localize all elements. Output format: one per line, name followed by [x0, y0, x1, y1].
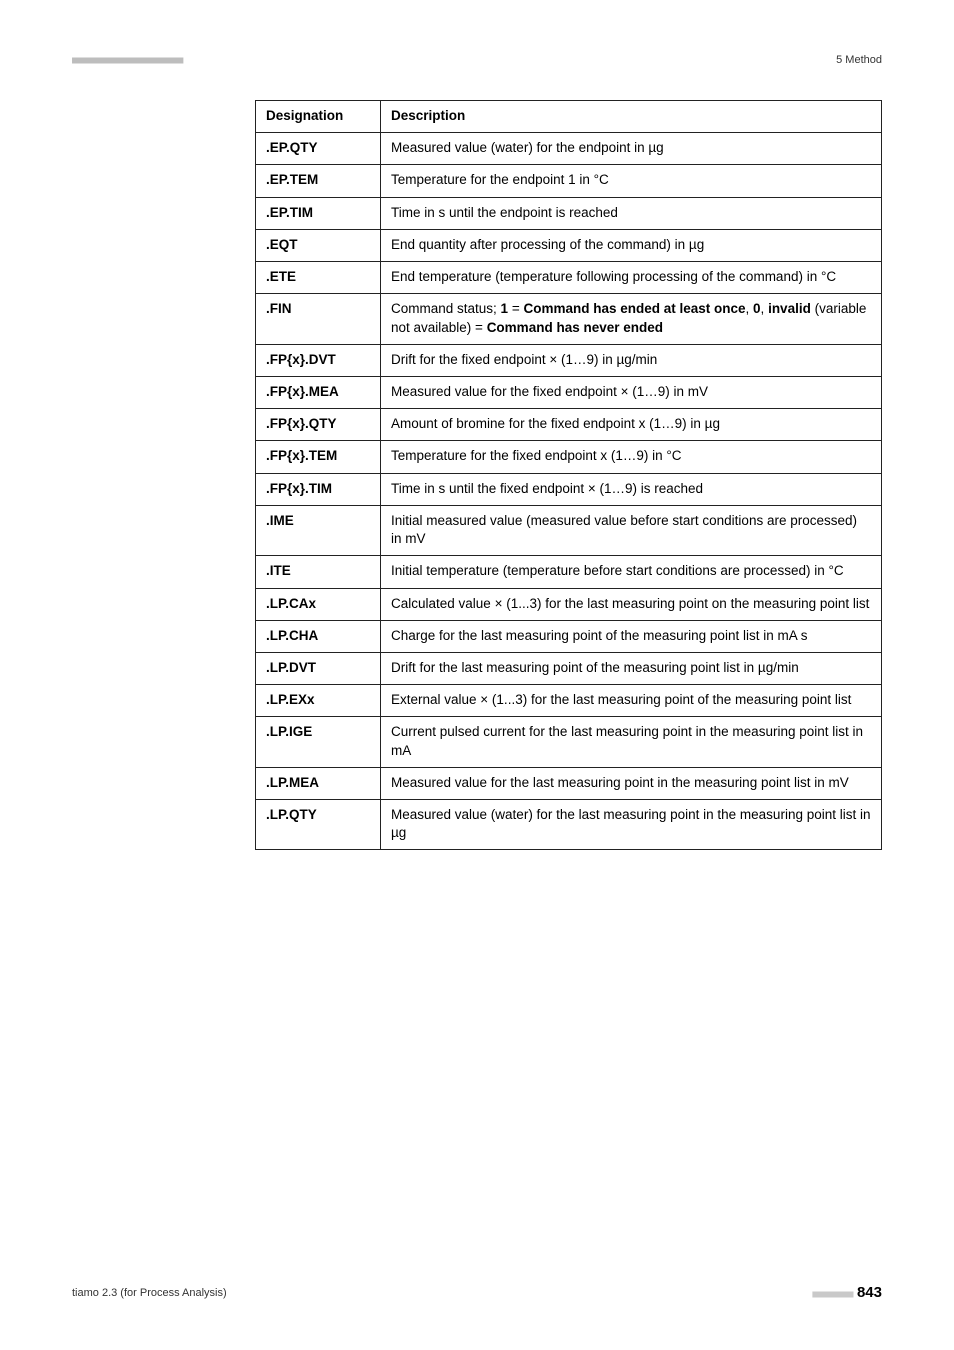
- description-cell: Time in s until the endpoint is reached: [381, 197, 882, 229]
- designation-cell: .ETE: [256, 262, 381, 294]
- designation-cell: .FP{x}.MEA: [256, 376, 381, 408]
- footer-page-number: 843: [857, 1284, 882, 1301]
- table-row: .EP.TIMTime in s until the endpoint is r…: [256, 197, 882, 229]
- designation-cell: .EP.QTY: [256, 133, 381, 165]
- description-cell: Measured value (water) for the endpoint …: [381, 133, 882, 165]
- page-footer: tiamo 2.3 (for Process Analysis) ■■■■■■■…: [0, 1284, 954, 1302]
- designation-cell: .LP.CAx: [256, 588, 381, 620]
- definitions-table: Designation Description .EP.QTYMeasured …: [255, 100, 882, 850]
- table-row: .LP.CAxCalculated value × (1...3) for th…: [256, 588, 882, 620]
- table-row: .LP.EXxExternal value × (1...3) for the …: [256, 685, 882, 717]
- table-row: .LP.DVTDrift for the last measuring poin…: [256, 652, 882, 684]
- page-header: ■■■■■■■■■■■■■■■■■■■■■■ 5 Method: [0, 54, 954, 66]
- description-cell: Amount of bromine for the fixed endpoint…: [381, 409, 882, 441]
- definitions-table-wrap: Designation Description .EP.QTYMeasured …: [255, 100, 882, 850]
- description-cell: Initial measured value (measured value b…: [381, 505, 882, 555]
- designation-cell: .FIN: [256, 294, 381, 344]
- table-row: .FP{x}.DVTDrift for the fixed endpoint ×…: [256, 344, 882, 376]
- designation-cell: .FP{x}.DVT: [256, 344, 381, 376]
- designation-cell: .LP.IGE: [256, 717, 381, 767]
- designation-cell: .FP{x}.TIM: [256, 473, 381, 505]
- table-row: .EP.QTYMeasured value (water) for the en…: [256, 133, 882, 165]
- table-row: .FP{x}.TEMTemperature for the fixed endp…: [256, 441, 882, 473]
- description-cell: Drift for the last measuring point of th…: [381, 652, 882, 684]
- designation-cell: .EP.TEM: [256, 165, 381, 197]
- description-cell: External value × (1...3) for the last me…: [381, 685, 882, 717]
- designation-cell: .EQT: [256, 229, 381, 261]
- designation-cell: .LP.CHA: [256, 620, 381, 652]
- description-cell: Calculated value × (1...3) for the last …: [381, 588, 882, 620]
- designation-cell: .LP.QTY: [256, 800, 381, 850]
- table-row: .LP.CHACharge for the last measuring poi…: [256, 620, 882, 652]
- description-cell: End quantity after processing of the com…: [381, 229, 882, 261]
- table-row: .LP.MEAMeasured value for the last measu…: [256, 767, 882, 799]
- description-cell: Measured value for the fixed endpoint × …: [381, 376, 882, 408]
- description-cell: Charge for the last measuring point of t…: [381, 620, 882, 652]
- designation-cell: .FP{x}.TEM: [256, 441, 381, 473]
- designation-cell: .ITE: [256, 556, 381, 588]
- table-row: .EQTEnd quantity after processing of the…: [256, 229, 882, 261]
- table-row: .FP{x}.TIMTime in s until the fixed endp…: [256, 473, 882, 505]
- col-header-description: Description: [381, 101, 882, 133]
- table-row: .FP{x}.QTYAmount of bromine for the fixe…: [256, 409, 882, 441]
- table-row: .LP.QTYMeasured value (water) for the la…: [256, 800, 882, 850]
- description-cell: Drift for the fixed endpoint × (1…9) in …: [381, 344, 882, 376]
- description-cell: Initial temperature (temperature before …: [381, 556, 882, 588]
- footer-dots: ■■■■■■■■: [812, 1289, 852, 1300]
- description-cell: Temperature for the endpoint 1 in °C: [381, 165, 882, 197]
- table-row: .FINCommand status; 1 = Command has ende…: [256, 294, 882, 344]
- description-cell: Temperature for the fixed endpoint x (1……: [381, 441, 882, 473]
- designation-cell: .EP.TIM: [256, 197, 381, 229]
- table-row: .LP.IGECurrent pulsed current for the la…: [256, 717, 882, 767]
- table-row: .FP{x}.MEAMeasured value for the fixed e…: [256, 376, 882, 408]
- description-cell: Measured value (water) for the last meas…: [381, 800, 882, 850]
- footer-right: ■■■■■■■■ 843: [812, 1284, 882, 1302]
- description-cell: Command status; 1 = Command has ended at…: [381, 294, 882, 344]
- description-cell: End temperature (temperature following p…: [381, 262, 882, 294]
- table-header-row: Designation Description: [256, 101, 882, 133]
- table-row: .ITEInitial temperature (temperature bef…: [256, 556, 882, 588]
- description-cell: Measured value for the last measuring po…: [381, 767, 882, 799]
- table-row: .EP.TEMTemperature for the endpoint 1 in…: [256, 165, 882, 197]
- description-cell: Time in s until the fixed endpoint × (1……: [381, 473, 882, 505]
- header-section-title: 5 Method: [836, 54, 882, 66]
- designation-cell: .FP{x}.QTY: [256, 409, 381, 441]
- col-header-designation: Designation: [256, 101, 381, 133]
- table-row: .IMEInitial measured value (measured val…: [256, 505, 882, 555]
- designation-cell: .LP.MEA: [256, 767, 381, 799]
- footer-product: tiamo 2.3 (for Process Analysis): [72, 1287, 227, 1299]
- description-cell: Current pulsed current for the last meas…: [381, 717, 882, 767]
- table-row: .ETEEnd temperature (temperature followi…: [256, 262, 882, 294]
- header-dots: ■■■■■■■■■■■■■■■■■■■■■■: [72, 55, 182, 66]
- designation-cell: .IME: [256, 505, 381, 555]
- designation-cell: .LP.DVT: [256, 652, 381, 684]
- designation-cell: .LP.EXx: [256, 685, 381, 717]
